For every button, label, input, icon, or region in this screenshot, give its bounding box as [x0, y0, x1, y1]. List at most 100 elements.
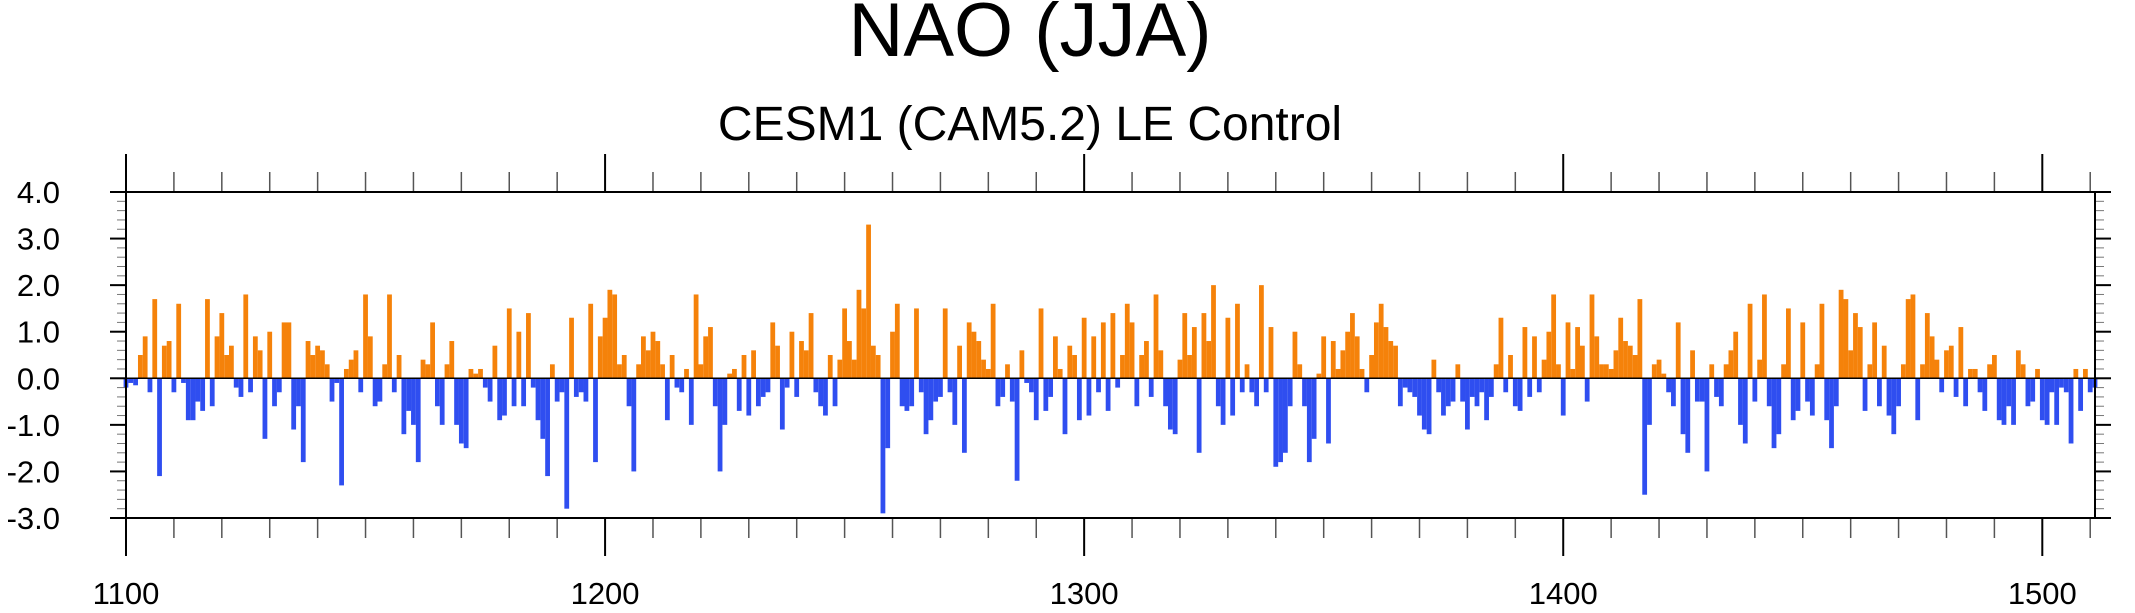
data-bar: [1431, 359, 1437, 379]
x-tick-label: 1400: [1529, 576, 1598, 611]
data-bar: [779, 378, 785, 430]
x-tick-label: 1200: [571, 576, 640, 611]
data-bar: [722, 378, 728, 425]
data-bar: [641, 336, 646, 379]
data-bar: [578, 378, 584, 393]
data-bar: [679, 378, 685, 393]
data-bar: [1177, 359, 1183, 379]
data-bar: [1934, 359, 1940, 379]
data-bar: [645, 350, 651, 379]
data-bar: [765, 378, 771, 393]
data-bar: [1963, 378, 1969, 407]
data-bar: [248, 378, 253, 393]
data-bar: [2011, 378, 2016, 425]
y-tick-label: 2.0: [17, 268, 60, 303]
data-bar: [684, 368, 689, 379]
data-bar: [1019, 350, 1025, 379]
data-bar: [1110, 313, 1116, 379]
data-bar: [291, 378, 297, 430]
data-bar: [1565, 322, 1571, 379]
data-bar: [224, 355, 229, 379]
data-bar: [1254, 378, 1260, 407]
data-bar: [367, 336, 373, 379]
data-bar: [181, 378, 186, 383]
data-bar: [933, 378, 939, 402]
data-bar: [942, 308, 948, 379]
data-bar: [712, 378, 718, 407]
data-bar: [976, 341, 982, 379]
data-bar: [890, 331, 895, 379]
data-bar: [1124, 303, 1130, 379]
data-bar: [1867, 364, 1873, 379]
data-bar: [808, 313, 814, 379]
data-bar: [1704, 378, 1710, 472]
data-bar: [1948, 345, 1954, 379]
data-bar: [2063, 378, 2069, 393]
data-bar: [1326, 378, 1331, 444]
data-bar: [1354, 336, 1360, 379]
data-bar: [899, 378, 905, 407]
data-bar: [923, 378, 929, 435]
data-bar: [1800, 322, 1806, 379]
data-bar: [252, 336, 258, 379]
data-bar: [1805, 378, 1810, 402]
data-bar: [1742, 378, 1748, 444]
data-bar: [981, 359, 986, 379]
data-bar: [454, 378, 459, 425]
data-bar: [1402, 378, 1408, 388]
data-bar: [813, 378, 819, 393]
data-bar: [190, 378, 196, 421]
data-bar: [473, 373, 479, 379]
data-bar: [521, 378, 527, 407]
data-bar: [1393, 345, 1398, 379]
data-bar: [458, 378, 464, 444]
data-bar: [1920, 364, 1925, 379]
data-bar: [832, 378, 838, 407]
data-bar: [300, 378, 306, 463]
data-bar: [1987, 364, 1992, 379]
data-bar: [1412, 378, 1418, 397]
data-bar: [612, 294, 618, 379]
data-bar: [1675, 322, 1681, 379]
y-tick-label: 4.0: [17, 175, 60, 210]
data-bar: [1033, 378, 1039, 421]
data-bar: [545, 378, 550, 477]
data-bar: [286, 322, 292, 379]
data-bar: [1263, 378, 1269, 393]
data-bar: [1527, 378, 1533, 397]
data-bar: [176, 303, 182, 379]
data-bar: [1570, 368, 1576, 379]
data-bar: [573, 378, 579, 397]
data-bar: [1512, 378, 1518, 407]
data-bar: [482, 378, 488, 388]
data-bar: [1594, 336, 1600, 379]
data-bar: [334, 378, 340, 383]
data-bar: [559, 378, 565, 393]
data-bar: [229, 345, 234, 379]
data-bar: [995, 378, 1001, 407]
data-bar: [564, 378, 570, 509]
data-bar: [137, 355, 143, 379]
data-bar: [1953, 378, 1959, 397]
data-bar: [741, 355, 747, 379]
data-bar: [660, 364, 665, 379]
data-bar: [1579, 345, 1585, 379]
data-bar: [2044, 378, 2050, 425]
data-bar: [1105, 378, 1111, 411]
data-bar: [1182, 313, 1188, 379]
data-bar: [1699, 378, 1705, 402]
data-bar: [315, 345, 321, 379]
data-bar: [1417, 378, 1422, 416]
data-bar: [1661, 373, 1667, 379]
data-bar: [1575, 327, 1580, 379]
data-bar: [1187, 355, 1192, 379]
data-bar: [420, 359, 426, 379]
plot-frame: [125, 191, 2096, 519]
data-bar: [2078, 378, 2084, 411]
data-bar: [1790, 378, 1796, 421]
data-bar: [1211, 285, 1216, 379]
data-bar: [506, 308, 512, 379]
data-bar: [1043, 378, 1049, 411]
data-bar: [511, 378, 517, 407]
data-bar: [1172, 378, 1178, 435]
